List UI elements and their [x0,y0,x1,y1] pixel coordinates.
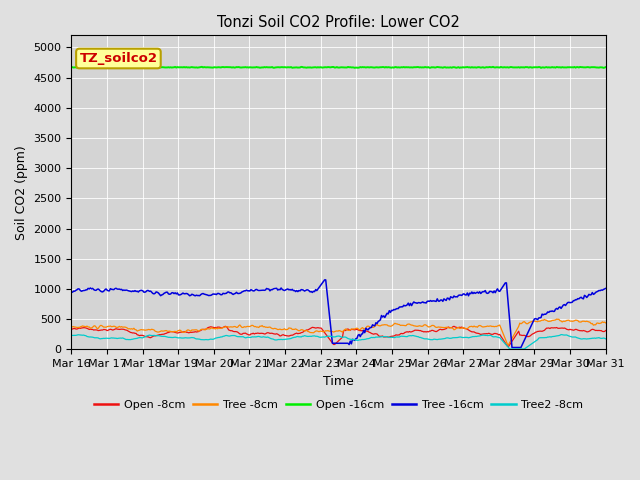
Open -8cm [234,329,241,335]
Tree2 -8cm [557,332,565,337]
Tree2 -8cm [234,334,241,339]
Tree -8cm [460,325,468,331]
Tree -8cm [293,327,301,333]
Open -8cm [450,324,458,329]
Tree -16cm [68,289,76,295]
Tree -8cm [602,320,609,326]
Tree -16cm [508,345,516,350]
Tree -8cm [234,324,241,330]
Open -16cm [461,64,469,70]
Tree2 -8cm [367,335,374,341]
Tree2 -8cm [506,346,514,352]
X-axis label: Time: Time [323,374,354,387]
Tree2 -8cm [602,336,609,342]
Tree -8cm [555,316,563,322]
Line: Open -8cm: Open -8cm [72,326,605,346]
Tree -8cm [367,324,374,330]
Tree -16cm [367,324,375,330]
Open -16cm [198,64,205,70]
Tree2 -8cm [293,334,301,339]
Text: TZ_soilco2: TZ_soilco2 [79,52,157,65]
Tree2 -8cm [554,333,561,339]
Open -16cm [600,65,607,71]
Tree -16cm [461,292,469,298]
Open -16cm [554,64,561,70]
Tree2 -8cm [460,335,468,340]
Line: Tree -16cm: Tree -16cm [72,280,605,348]
Tree -16cm [555,305,563,311]
Tree -16cm [234,290,241,296]
Legend: Open -8cm, Tree -8cm, Open -16cm, Tree -16cm, Tree2 -8cm: Open -8cm, Tree -8cm, Open -16cm, Tree -… [90,396,588,415]
Y-axis label: Soil CO2 (ppm): Soil CO2 (ppm) [15,145,28,240]
Line: Tree -8cm: Tree -8cm [72,319,605,345]
Open -16cm [235,64,243,70]
Open -16cm [602,64,609,70]
Line: Open -16cm: Open -16cm [72,67,605,68]
Tree -8cm [392,321,400,327]
Title: Tonzi Soil CO2 Profile: Lower CO2: Tonzi Soil CO2 Profile: Lower CO2 [217,15,460,30]
Tree -8cm [553,316,561,322]
Open -8cm [461,325,469,331]
Tree -8cm [68,324,76,330]
Tree -16cm [393,306,401,312]
Tree -16cm [602,286,609,291]
Open -8cm [392,332,400,337]
Open -16cm [68,64,76,70]
Tree2 -8cm [68,333,76,338]
Tree -16cm [321,277,328,283]
Open -16cm [294,65,301,71]
Open -8cm [367,330,374,336]
Open -8cm [555,325,563,331]
Tree -16cm [293,288,301,293]
Line: Tree2 -8cm: Tree2 -8cm [72,335,605,349]
Tree -8cm [504,342,511,348]
Open -8cm [504,343,511,349]
Open -8cm [293,330,301,336]
Open -8cm [602,328,609,334]
Tree2 -8cm [392,334,400,340]
Open -16cm [367,64,375,70]
Open -16cm [393,65,401,71]
Open -8cm [68,326,76,332]
